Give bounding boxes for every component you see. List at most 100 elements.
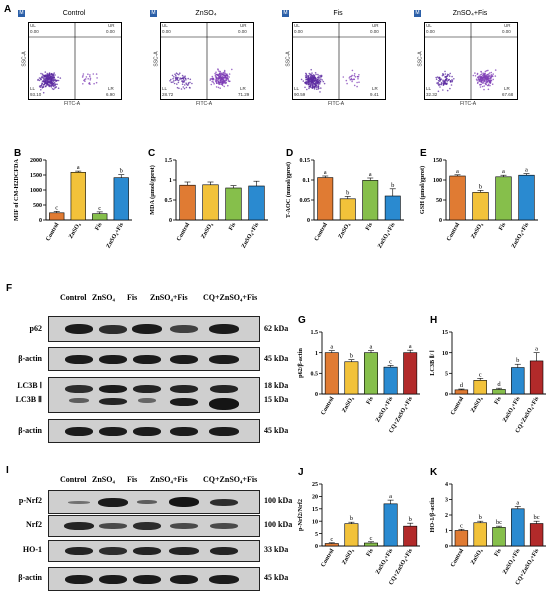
blot-band: [209, 426, 239, 436]
bar: [495, 176, 512, 221]
quadrant-ur-value: 0.00: [502, 29, 511, 34]
y-tick-label: 15: [312, 507, 318, 513]
y-tick-label: 3: [445, 498, 448, 504]
quadrant-ur-label: UR: [108, 23, 115, 28]
category-label: ZnSO₄: [341, 396, 355, 414]
category-label: Control: [45, 222, 60, 243]
significance-letter: b: [391, 182, 394, 189]
chart-h-lc3b: 0 5 10 15 LC3B Ⅱ/ Ⅰ d Control c ZnSO₄ d Fis b ZnSO₄+…: [429, 330, 546, 434]
blot-band: [137, 500, 157, 504]
y-tick-label: 0: [315, 392, 318, 398]
blot-band: [170, 325, 198, 333]
blot-band: [133, 522, 161, 530]
bar: [473, 522, 487, 547]
category-label: Fis: [94, 221, 103, 231]
blot-band: [65, 574, 93, 584]
significance-letter: d: [497, 381, 501, 388]
significance-letter: a: [535, 346, 538, 353]
category-label: ZnSO₄: [470, 548, 484, 566]
blot-band-lc3b-ii: [138, 398, 156, 403]
bar: [384, 195, 401, 221]
blot-band: [99, 426, 127, 436]
chart-d-taoc: 0 0.05 0.1 0.15 T-AOC (mmol/gprot) a Control b Z…: [285, 158, 404, 249]
chart-k-ho1: 0 1 2 3 4 HO-1/β-actin c Control b ZnSO₄ bc Fis a ZnS…: [429, 482, 546, 586]
molecular-weight-label: 100 kDa: [264, 496, 293, 505]
flow-plot-title: ZnSO₄+Fis: [452, 10, 488, 17]
quadrant-lr-label: LR: [504, 86, 510, 91]
chart-b-mif: 0 500 1000 1500 2000 MIF of CM-H2DCFDA c Contro…: [13, 158, 132, 249]
y-axis-label: T-AOC (mmol/gprot): [285, 162, 292, 218]
significance-letter: b: [516, 357, 519, 364]
category-label: ZnSO₄+Fis: [502, 547, 522, 575]
bar: [364, 542, 378, 547]
quadrant-ll-value: 90.59: [294, 92, 306, 97]
blot-band: [99, 547, 127, 555]
significance-letter: b: [350, 515, 353, 522]
lane-label: CQ+ZnSO₄+Fis: [203, 475, 258, 484]
significance-letter: a: [525, 167, 528, 174]
y-tick-label: 10: [442, 351, 448, 357]
significance-letter: c: [55, 204, 58, 211]
category-label: ZnSO₄+Fis: [502, 395, 522, 423]
y-tick-label: 0.5: [311, 372, 319, 378]
quadrant-lr-value: 67.68: [502, 92, 514, 97]
bar: [403, 525, 418, 547]
bar: [449, 175, 466, 221]
quadrant-ur-value: 0.00: [370, 29, 379, 34]
significance-letter: b: [479, 514, 482, 521]
significance-letter: a: [389, 493, 392, 500]
significance-letter: b: [350, 353, 353, 360]
y-tick-label: 25: [312, 482, 318, 488]
y-tick-label: 0.1: [303, 178, 311, 184]
significance-letter: bc: [496, 519, 502, 526]
blot-band: [98, 497, 128, 507]
bar: [70, 171, 86, 221]
y-tick-label: 5: [445, 372, 448, 378]
quadrant-ul-label: UL: [426, 23, 432, 28]
bar: [529, 523, 544, 547]
blot-band: [65, 324, 93, 334]
flow-plot-title: Control: [62, 10, 86, 17]
blot-band: [65, 385, 93, 393]
category-label: Control: [314, 222, 329, 243]
blot-band: [133, 547, 161, 555]
quadrant-ur-label: UR: [504, 23, 511, 28]
lane-label: Fis: [127, 293, 138, 302]
bar: [492, 527, 506, 547]
y-tick-label: 0.5: [165, 198, 173, 204]
bar: [49, 212, 65, 221]
y-tick-label: 1: [315, 351, 318, 357]
category-label: Fis: [365, 221, 374, 231]
flow-x-axis-label: FITC-A: [64, 101, 81, 107]
bar: [472, 192, 489, 221]
quadrant-ll-value: 28.72: [162, 92, 174, 97]
category-label: ZnSO₄: [470, 396, 484, 414]
y-tick-label: 0: [169, 218, 172, 224]
quadrant-lr-value: 9.41: [370, 92, 379, 97]
y-tick-label: 2000: [30, 158, 42, 164]
blot-band: [99, 324, 127, 334]
category-label: ZnSO₄: [470, 222, 484, 240]
panel-label-g: G: [298, 315, 306, 326]
y-axis-label: p-Nrf2/Nrf2: [297, 499, 304, 531]
quadrant-ul-label: UL: [294, 23, 300, 28]
category-label: Control: [446, 222, 461, 243]
quadrant-ur-label: UR: [372, 23, 379, 28]
lane-label: ZnSO₄+Fis: [150, 475, 188, 484]
quadrant-ul-label: UL: [30, 23, 36, 28]
y-axis-label: MIF of CM-H2DCFDA: [13, 158, 20, 221]
category-label: ZnSO₄+Fis: [375, 395, 395, 423]
significance-letter: b: [120, 168, 123, 175]
protein-row-label: β-actin: [18, 426, 42, 435]
y-tick-label: 0.15: [300, 158, 311, 164]
y-tick-label: 0: [445, 544, 448, 550]
blot-band: [65, 547, 93, 555]
flow-x-axis-label: FITC-A: [196, 101, 213, 107]
y-axis-label: GSH (μmol/gprot): [419, 166, 426, 214]
category-label: Control: [320, 548, 335, 569]
category-label: Control: [450, 396, 465, 417]
quadrant-ul-value: 0.00: [294, 29, 303, 34]
blot-band: [210, 385, 238, 393]
blot-band: [133, 354, 161, 364]
lane-label: ZnSO₄: [92, 475, 115, 484]
